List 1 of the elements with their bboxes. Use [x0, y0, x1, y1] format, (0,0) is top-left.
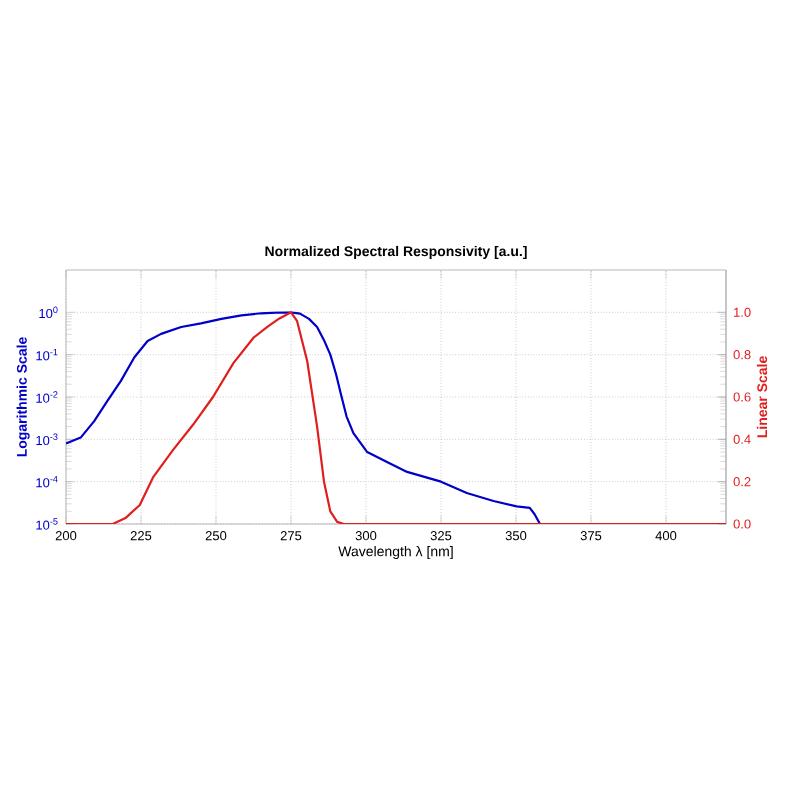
line-series [66, 311, 542, 524]
